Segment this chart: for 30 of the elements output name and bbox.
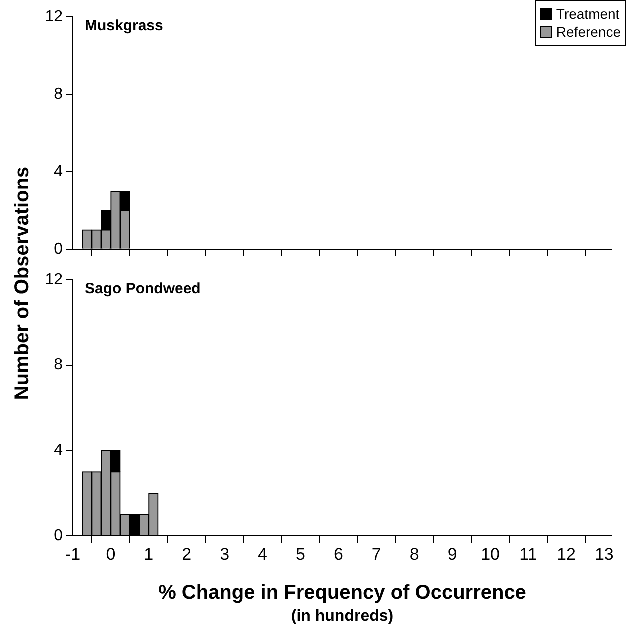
x-tick-label: 13 [594, 544, 614, 564]
text: (in hundreds) [290, 608, 395, 626]
y-tick-label: 8 [54, 86, 64, 103]
x-tick-label: 3 [220, 544, 230, 564]
x-tick-label: 9 [448, 544, 458, 564]
x-axis-title: % Change in Frequency of Occurrence [158, 582, 528, 605]
y-axis-title: Number of Observations [12, 166, 34, 402]
y-tick-label: 0 [54, 240, 64, 258]
legend-label: Treatment [556, 6, 620, 22]
x-tick-label: 5 [296, 544, 306, 564]
y-tick-label: 12 [45, 271, 64, 288]
y-tick-label: 4 [54, 163, 64, 180]
y-tick-label: 4 [54, 442, 64, 460]
x-tick-label: 2 [182, 544, 192, 564]
x-tick-label: 10 [481, 544, 500, 564]
y-tick-label: 12 [45, 8, 64, 26]
x-tick-label: 6 [334, 544, 344, 564]
x-tick-label: -1 [65, 544, 81, 564]
chart-title: Sago Pondweed [85, 280, 201, 298]
chart-title: Muskgrass [85, 18, 164, 35]
legend-label: Reference [556, 24, 621, 40]
x-tick-label: 8 [410, 544, 420, 564]
x-tick-label: 4 [258, 544, 268, 564]
x-tick-label: 7 [372, 544, 382, 564]
x-tick-label: 1 [144, 544, 154, 564]
y-tick-label: 8 [54, 356, 64, 374]
y-tick-label: 0 [54, 527, 64, 544]
x-tick-label: 12 [556, 544, 576, 564]
x-tick-label: 11 [520, 544, 538, 564]
x-tick-label: 0 [106, 544, 116, 564]
